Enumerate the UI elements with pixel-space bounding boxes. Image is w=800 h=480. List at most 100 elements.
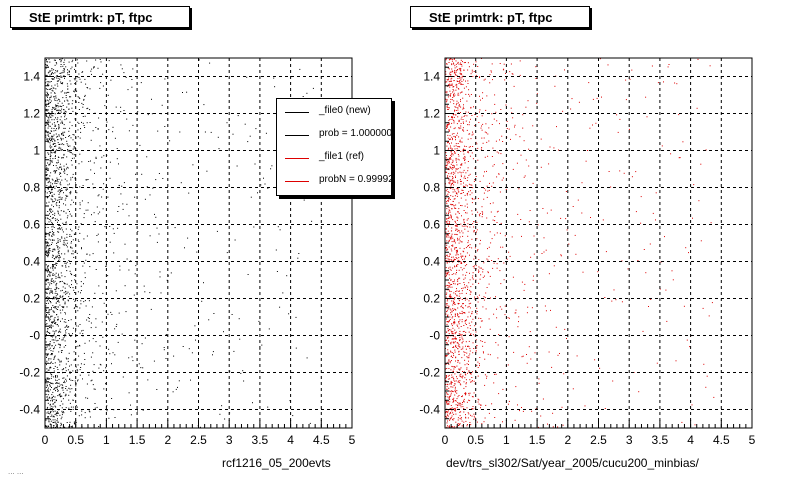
- scatter-point: [451, 382, 453, 383]
- scatter-point: [599, 58, 601, 60]
- scatter-point: [84, 115, 86, 117]
- scatter-point: [48, 180, 50, 182]
- scatter-point: [47, 255, 49, 257]
- scatter-point: [48, 247, 50, 249]
- scatter-point: [454, 109, 456, 111]
- scatter-point: [45, 386, 47, 388]
- scatter-point: [469, 254, 470, 256]
- scatter-point: [45, 419, 47, 421]
- scatter-point: [564, 328, 566, 330]
- scatter-point: [453, 180, 455, 182]
- scatter-point: [49, 115, 50, 117]
- scatter-point: [678, 114, 680, 116]
- scatter-point: [447, 425, 448, 427]
- scatter-point: [452, 97, 454, 98]
- scatter-point: [466, 363, 468, 365]
- scatter-point: [47, 162, 49, 164]
- scatter-point: [49, 273, 51, 275]
- scatter-point: [76, 283, 78, 285]
- scatter-point: [446, 274, 447, 276]
- scatter-point: [62, 337, 64, 339]
- scatter-point: [498, 334, 500, 336]
- scatter-point: [460, 62, 462, 64]
- scatter-point: [645, 272, 647, 274]
- scatter-point: [449, 383, 451, 385]
- scatter-point: [467, 316, 469, 318]
- scatter-point: [132, 360, 134, 362]
- scatter-point: [449, 316, 451, 318]
- scatter-point: [59, 240, 61, 242]
- scatter-point: [99, 363, 101, 365]
- scatter-point: [455, 89, 457, 91]
- scatter-point: [67, 209, 69, 211]
- scatter-point: [453, 342, 455, 344]
- scatter-point: [446, 212, 448, 214]
- scatter-point: [48, 245, 50, 247]
- scatter-point: [457, 381, 459, 383]
- scatter-point: [48, 119, 50, 121]
- scatter-point: [52, 400, 53, 402]
- scatter-point: [488, 246, 490, 248]
- scatter-point: [532, 279, 534, 281]
- scatter-point: [52, 135, 54, 137]
- scatter-point: [460, 326, 462, 327]
- scatter-point: [184, 247, 185, 249]
- scatter-point: [55, 423, 57, 425]
- scatter-point: [55, 264, 57, 266]
- scatter-point: [45, 100, 47, 102]
- scatter-point: [468, 311, 470, 313]
- scatter-point: [464, 297, 466, 299]
- scatter-point: [478, 269, 480, 271]
- scatter-point: [117, 211, 119, 212]
- scatter-point: [479, 243, 481, 245]
- scatter-point: [48, 421, 50, 423]
- scatter-point: [463, 169, 465, 171]
- scatter-point: [92, 183, 94, 185]
- scatter-point: [68, 426, 70, 428]
- scatter-point: [463, 218, 465, 220]
- scatter-point: [107, 275, 109, 277]
- scatter-point: [48, 348, 50, 350]
- scatter-point: [84, 78, 86, 80]
- scatter-point: [69, 421, 71, 423]
- scatter-point: [448, 62, 450, 63]
- scatter-point: [458, 333, 460, 335]
- scatter-point: [63, 240, 65, 242]
- scatter-point: [457, 168, 459, 170]
- scatter-point: [456, 102, 458, 104]
- scatter-point: [67, 100, 69, 102]
- scatter-point: [66, 143, 68, 145]
- scatter-point: [65, 386, 67, 387]
- scatter-point: [50, 88, 52, 89]
- scatter-point: [71, 125, 73, 127]
- scatter-point: [48, 132, 50, 134]
- scatter-point: [453, 281, 455, 283]
- scatter-point: [60, 143, 62, 145]
- scatter-point: [51, 71, 53, 73]
- scatter-point: [82, 104, 84, 105]
- scatter-point: [481, 320, 483, 322]
- scatter-point: [192, 164, 194, 166]
- scatter-point: [453, 273, 455, 275]
- scatter-point: [471, 377, 473, 378]
- scatter-point: [52, 406, 54, 408]
- scatter-point: [460, 348, 462, 350]
- scatter-point: [451, 83, 453, 85]
- scatter-point: [448, 120, 450, 122]
- scatter-point: [76, 369, 78, 371]
- scatter-point: [78, 241, 80, 242]
- scatter-point: [58, 382, 60, 384]
- scatter-point: [452, 173, 454, 175]
- scatter-point: [460, 125, 462, 127]
- scatter-point: [459, 293, 461, 295]
- scatter-point: [121, 333, 123, 335]
- scatter-point: [78, 415, 80, 417]
- scatter-point: [55, 379, 56, 381]
- scatter-point: [456, 168, 458, 170]
- scatter-point: [55, 125, 57, 127]
- scatter-point: [88, 161, 90, 162]
- scatter-point: [72, 59, 74, 61]
- scatter-point: [58, 135, 60, 137]
- scatter-point: [54, 421, 56, 423]
- scatter-point: [474, 417, 476, 419]
